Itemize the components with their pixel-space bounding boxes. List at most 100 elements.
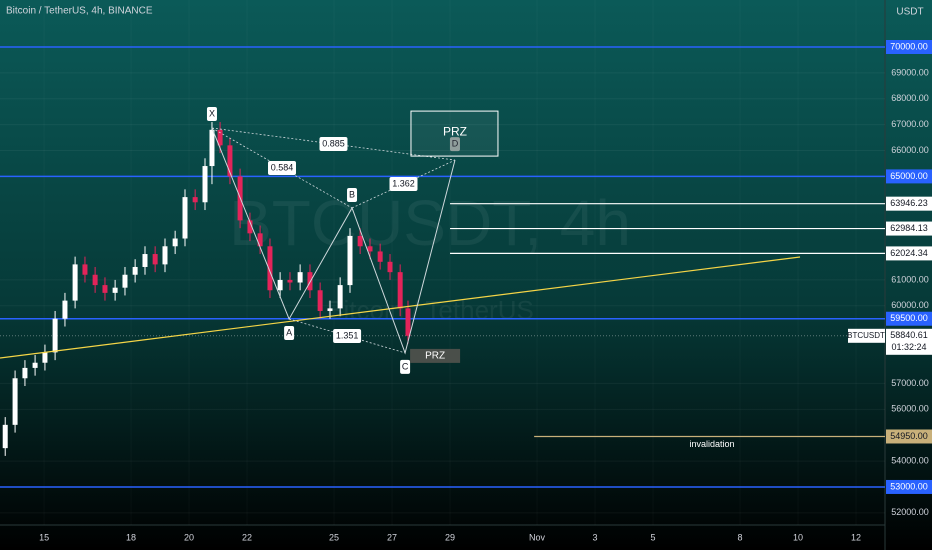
candle-body	[217, 129, 223, 146]
candle-body	[12, 378, 18, 425]
candle-body	[182, 197, 188, 239]
target-tag	[886, 196, 932, 211]
point-box	[284, 325, 295, 340]
candle-body	[247, 220, 253, 234]
level-tag	[886, 311, 932, 326]
candle-body	[317, 290, 323, 311]
candle-body	[92, 274, 98, 286]
ratio-box	[389, 177, 418, 192]
prz-tag-label: PRZ	[425, 351, 445, 362]
point-box	[400, 359, 411, 374]
candle-body	[62, 300, 68, 319]
watermark-sub: Bitcoin / TetherUS	[326, 295, 534, 325]
y-tick-label: 60000.00	[891, 300, 929, 310]
candle-body	[377, 251, 383, 262]
x-tick-label: 18	[126, 532, 136, 542]
x-tick-label: 15	[39, 532, 49, 542]
prz-label: PRZ	[443, 124, 467, 138]
candle-body	[122, 274, 128, 288]
candle-body	[82, 264, 88, 275]
symbol-tag	[848, 328, 885, 343]
chart-title: Bitcoin / TetherUS, 4h, BINANCE	[6, 6, 153, 17]
ratio-box	[333, 328, 362, 343]
prz-tag	[410, 348, 461, 363]
level-tag	[886, 169, 932, 184]
target-label: 63946.23	[890, 198, 928, 208]
ratio-label: 1.362	[392, 178, 415, 188]
invalidation-text: invalidation	[689, 439, 734, 449]
x-tick-label: 22	[242, 532, 252, 542]
ratio-label: 0.885	[322, 138, 345, 148]
level-label: 65000.00	[890, 171, 928, 181]
candle-body	[202, 166, 208, 203]
x-tick-label: 5	[651, 532, 656, 542]
candle-body	[257, 233, 263, 247]
y-tick-label: 52000.00	[891, 507, 929, 517]
ratio-box	[267, 160, 296, 175]
candle-body	[102, 285, 108, 293]
candle-body	[32, 362, 38, 368]
candle-body	[367, 246, 373, 252]
point-box	[206, 107, 217, 122]
x-tick-label: 10	[793, 532, 803, 542]
y-tick-label: 67000.00	[891, 119, 929, 129]
target-tag	[886, 221, 932, 236]
x-tick-label: 12	[851, 532, 861, 542]
ratio-label: 1.351	[336, 330, 359, 340]
candle-body	[347, 235, 353, 286]
target-tag	[886, 246, 932, 261]
candle-body	[357, 235, 363, 247]
level-label: 53000.00	[890, 481, 928, 491]
x-tick-label: 29	[445, 532, 455, 542]
candle-body	[327, 308, 333, 311]
x-tick-label: 3	[593, 532, 598, 542]
invalidation-tag	[886, 429, 932, 444]
candle-body	[209, 129, 215, 167]
y-tick-label: 54000.00	[891, 455, 929, 465]
candle-body	[172, 238, 178, 247]
price-tag	[886, 328, 932, 355]
candle-body	[387, 261, 393, 273]
y-tick-label: 61000.00	[891, 274, 929, 284]
candle-body	[132, 266, 138, 275]
candle-body	[52, 318, 58, 353]
candle-body	[152, 254, 158, 265]
x-tick-label: Nov	[529, 532, 546, 542]
level-tag	[886, 39, 932, 54]
trendline	[0, 256, 801, 359]
candle-body	[2, 424, 8, 449]
point-label: C	[402, 361, 409, 371]
y-tick-label: 68000.00	[891, 93, 929, 103]
x-tick-label: 8	[738, 532, 743, 542]
ratio-line	[211, 127, 456, 161]
y-tick-label: 56000.00	[891, 404, 929, 414]
point-label: A	[286, 327, 292, 337]
point-label: D	[452, 138, 459, 148]
target-label: 62984.13	[890, 223, 928, 233]
candle-body	[42, 352, 48, 363]
candle-body	[22, 367, 28, 379]
level-label: 70000.00	[890, 41, 928, 51]
candle-body	[287, 279, 293, 283]
point-box	[347, 187, 358, 202]
candle-body	[142, 254, 148, 267]
level-tag	[886, 479, 932, 494]
candle-body	[192, 197, 198, 203]
candle-body	[72, 264, 78, 301]
x-tick-label: 25	[329, 532, 339, 542]
x-tick-label: 20	[184, 532, 194, 542]
candle-body	[277, 279, 283, 291]
invalidation-label: 54950.00	[890, 431, 928, 441]
ratio-label: 0.584	[271, 162, 294, 172]
point-box	[449, 137, 460, 152]
y-tick-label: 66000.00	[891, 145, 929, 155]
level-label: 59500.00	[890, 313, 928, 323]
candle-body	[297, 272, 303, 283]
candle-body	[267, 246, 273, 291]
y-tick-label: 69000.00	[891, 67, 929, 77]
candle-body	[162, 246, 168, 265]
x-tick-label: 27	[387, 532, 397, 542]
candle-body	[397, 272, 403, 309]
prz-box	[410, 110, 499, 157]
